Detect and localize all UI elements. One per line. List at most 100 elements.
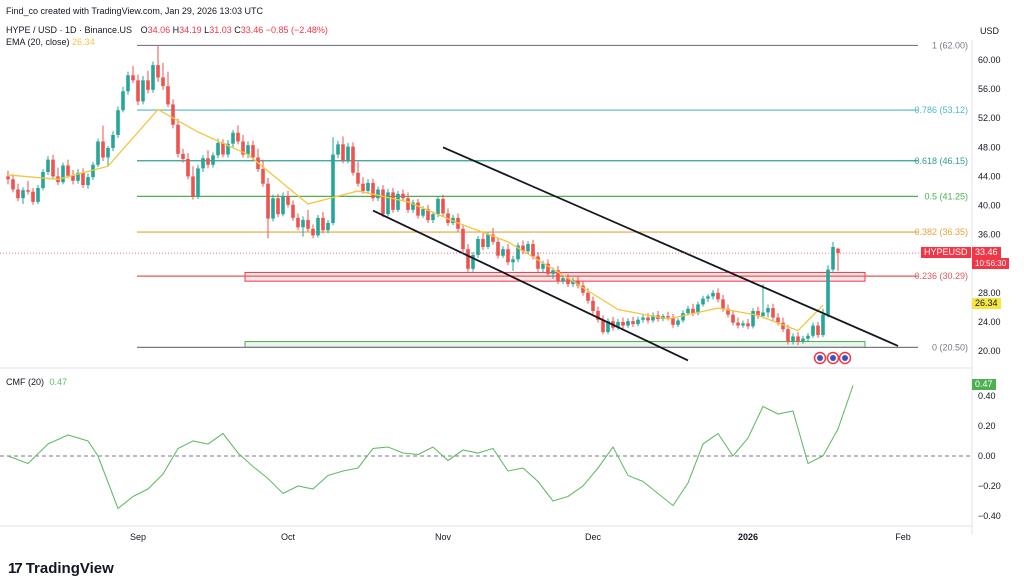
price-axis[interactable]: 20.0024.0028.0032.0036.0040.0044.0048.00… — [978, 55, 1001, 356]
candle-body — [151, 65, 155, 90]
candle-body — [101, 141, 105, 158]
candle-body — [836, 248, 840, 254]
symbol-price-tag: HYPEUSD — [921, 247, 971, 258]
tradingview-wordmark: TradingView — [25, 560, 114, 577]
candle-body — [616, 321, 620, 328]
time-tick-label: Nov — [435, 532, 452, 542]
candle-body — [251, 145, 255, 158]
candle-body — [531, 244, 535, 257]
candle-body — [601, 319, 605, 333]
candle-body — [31, 191, 35, 202]
close-value: 33.46 — [240, 25, 264, 35]
candle-body — [721, 299, 725, 309]
candle-body — [476, 238, 480, 255]
candle-body — [736, 322, 740, 326]
candle-body — [556, 270, 560, 282]
fib-retracement[interactable]: 1 (62.00) 0.786 (53.12) 0.618 (46.15) 0.5 (… — [137, 40, 968, 352]
candle-body — [421, 209, 425, 216]
candle-body — [96, 141, 100, 165]
cmf-tick-label: 0.20 — [978, 421, 996, 431]
candles — [6, 46, 840, 346]
candle-body — [801, 338, 805, 342]
descending-channel[interactable] — [0, 146, 972, 362]
cmf-plot — [0, 385, 972, 510]
time-tick-label: Sep — [130, 532, 146, 542]
candle-body — [36, 188, 40, 202]
time-tick-label: Dec — [585, 532, 602, 542]
cmf-axis[interactable]: 0.40 0.20 0.00 −0.20 −0.40 — [978, 391, 1001, 521]
zone-resistance — [244, 271, 866, 282]
candle-body — [746, 323, 750, 327]
candle-body — [181, 153, 185, 159]
price-tick-label: 40.00 — [978, 201, 1001, 211]
price-tick-label: 56.00 — [978, 84, 1001, 94]
candle-body — [166, 86, 170, 105]
currency-label: USD — [980, 26, 1000, 36]
us-flag-event-icon — [830, 355, 836, 361]
candle-body — [566, 278, 570, 285]
open-label: O — [140, 25, 148, 35]
candle-body — [111, 134, 115, 149]
fib-label-5: 0.236 (30.29) — [914, 271, 968, 281]
us-flag-event-icon — [817, 355, 823, 361]
candle-body — [511, 259, 515, 263]
symbol-info: HYPE / USD · 1D · Binance.US O34.06 H34.… — [6, 25, 328, 35]
candle-body — [461, 228, 465, 250]
candle-body — [826, 269, 830, 315]
candle-body — [66, 165, 70, 176]
candle-body — [281, 196, 285, 215]
candle-body — [171, 104, 175, 125]
candle-body — [351, 146, 355, 173]
time-axis[interactable]: Sep Oct Nov Dec 2026 Feb — [0, 525, 972, 542]
ema-legend[interactable]: EMA (20, close) 26.34 — [6, 37, 95, 47]
candle-body — [211, 155, 215, 165]
candle-body — [241, 141, 245, 155]
price-tick-label: 24.00 — [978, 317, 1001, 327]
cmf-value-tag: 0.47 — [972, 379, 996, 390]
candle-body — [406, 198, 410, 210]
candle-body — [651, 315, 655, 321]
candle-body — [411, 202, 415, 210]
candle-body — [161, 77, 165, 87]
candle-body — [346, 146, 350, 161]
candle-body — [86, 177, 90, 186]
candle-body — [706, 296, 710, 299]
candle-body — [141, 80, 145, 102]
candle-body — [496, 241, 500, 256]
event-markers[interactable] — [813, 351, 852, 365]
price-tick-label: 60.00 — [978, 55, 1001, 65]
candle-body — [641, 317, 645, 320]
candle-body — [81, 172, 85, 186]
tradingview-logo[interactable]: 17 TradingView — [8, 560, 114, 577]
candle-body — [116, 110, 120, 135]
cmf-legend[interactable]: CMF (20) 0.47 — [6, 377, 67, 387]
symbol-name[interactable]: HYPE / USD · 1D · Binance.US — [6, 25, 133, 35]
candle-body — [221, 142, 225, 155]
cmf-value: 0.47 — [49, 377, 68, 387]
change-value: −0.85 (−2.48%) — [265, 25, 328, 35]
candle-body — [711, 292, 715, 297]
us-flag-event-icon — [842, 355, 848, 361]
candle-body — [176, 124, 180, 154]
fib-label-0: 1 (62.00) — [932, 40, 968, 50]
candle-body — [781, 322, 785, 330]
candle-body — [206, 158, 210, 165]
candle-body — [541, 263, 545, 269]
candle-body — [581, 285, 585, 293]
candle-body — [831, 246, 835, 270]
fib-label-3: 0.5 (41.25) — [924, 191, 968, 201]
candle-body — [216, 142, 220, 156]
ema-value: 26.34 — [72, 37, 95, 47]
candle-body — [121, 91, 125, 111]
candle-body — [596, 310, 600, 320]
low-value: 31.03 — [209, 25, 232, 35]
candle-body — [631, 321, 635, 325]
candle-body — [356, 172, 360, 184]
candle-body — [681, 313, 685, 321]
price-tick-label: 28.00 — [978, 288, 1001, 298]
candle-body — [191, 176, 195, 197]
candle-body — [621, 321, 625, 326]
candle-body — [341, 144, 345, 161]
candle-body — [381, 189, 385, 215]
